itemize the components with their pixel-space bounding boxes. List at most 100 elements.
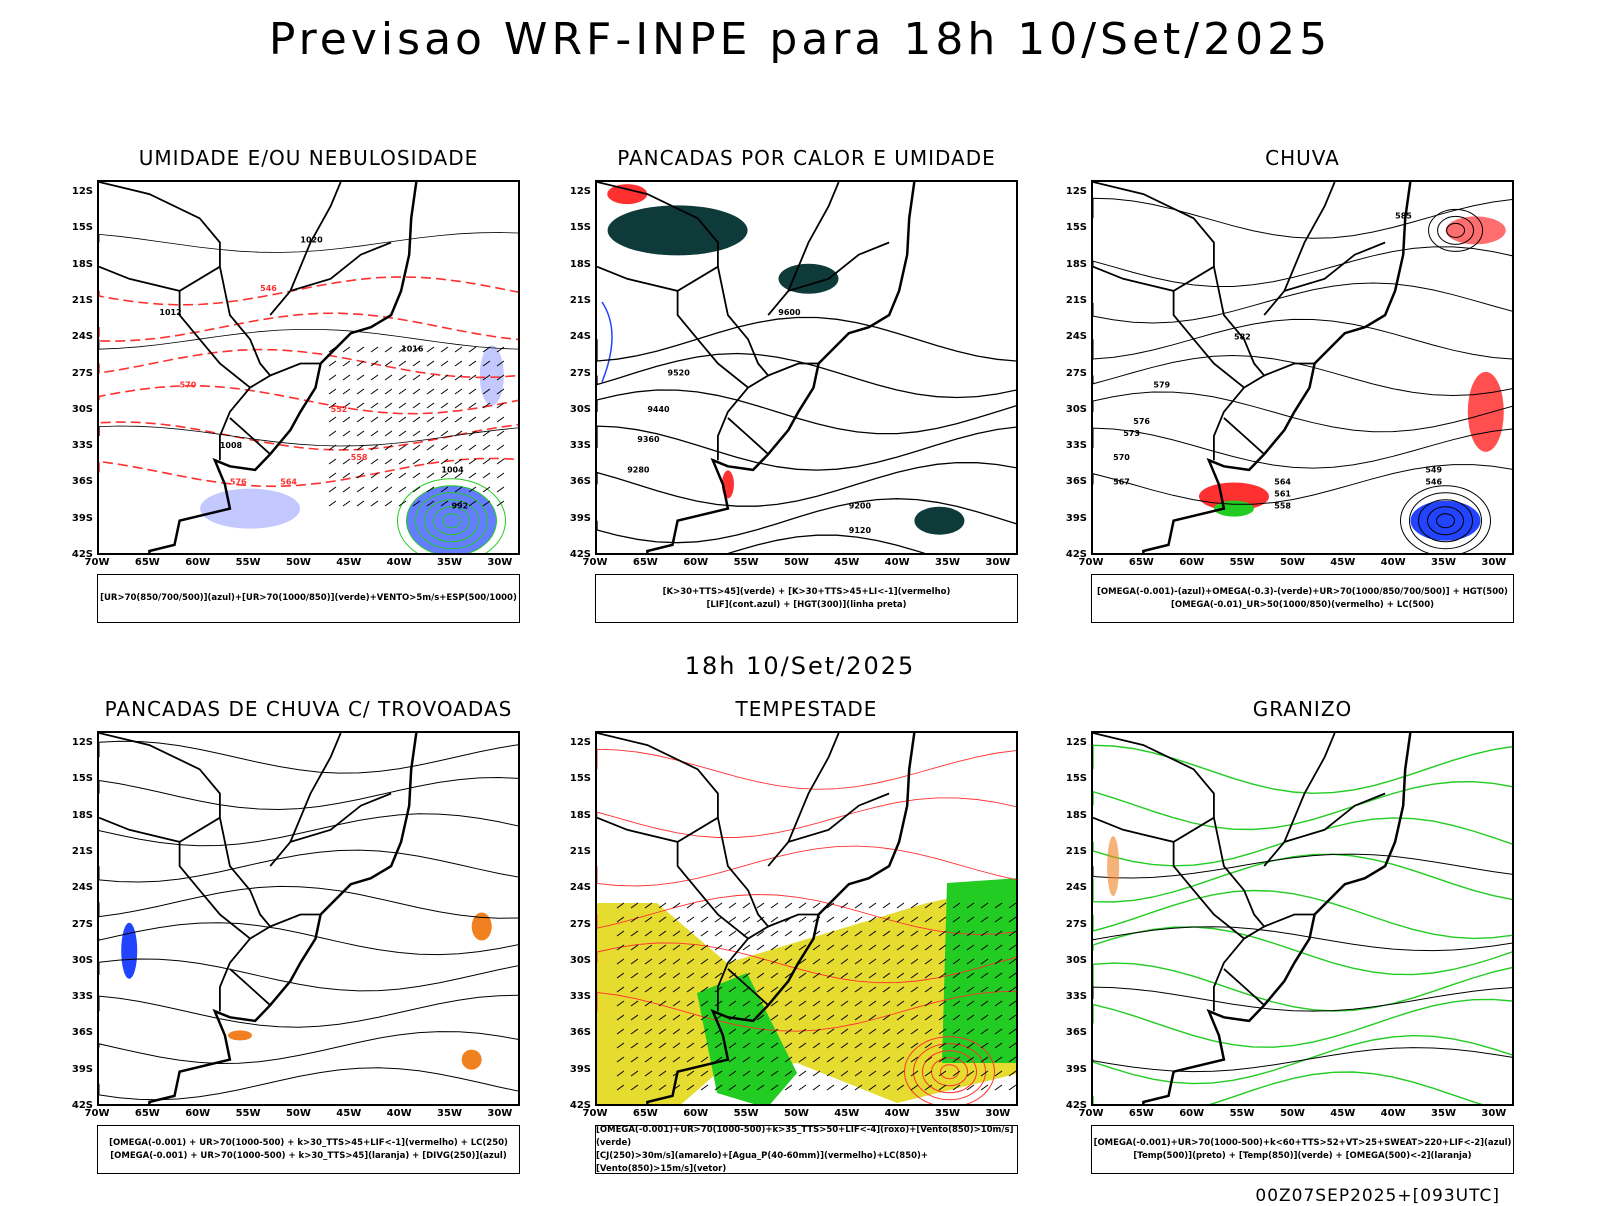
wind-vector (966, 1014, 975, 1021)
wind-vector (370, 444, 379, 451)
wind-vector (868, 944, 877, 951)
omega-area-orange (1107, 836, 1120, 897)
lon-tick-label: 35W (437, 557, 462, 568)
wind-vector (644, 1028, 653, 1035)
wind-vector (658, 902, 667, 909)
wind-vector (840, 1014, 849, 1021)
wind-vector (938, 1070, 947, 1077)
wind-vector (672, 1028, 681, 1035)
wind-vector (882, 902, 891, 909)
temp500-contour (1093, 986, 1512, 1012)
wind-vector (700, 930, 709, 937)
thickness-contour (99, 276, 518, 306)
wind-vector (924, 1028, 933, 1035)
wind-vector (370, 402, 379, 409)
wind-vector (812, 1028, 821, 1035)
lon-tick-label: 70W (582, 557, 608, 568)
wind-vector (952, 1042, 961, 1049)
wind-vector (770, 1028, 779, 1035)
wind-vector (384, 472, 393, 479)
wind-vector (980, 1000, 989, 1007)
wind-vector (468, 402, 477, 409)
contour-label: 1012 (159, 308, 181, 317)
main-title: Previsao WRF-INPE para 18h 10/Set/2025 (268, 14, 1332, 65)
wind-vector (630, 944, 639, 951)
wind-vector (840, 1070, 849, 1077)
wind-vector (868, 1084, 877, 1091)
temp500-contour (1093, 853, 1512, 879)
wind-vector (496, 374, 505, 381)
rain-area-red (1199, 482, 1269, 511)
wind-vector (686, 986, 695, 993)
wind-vector (440, 416, 449, 423)
wind-vector (356, 374, 365, 381)
wind-vector (910, 1056, 919, 1063)
wind-vector (910, 902, 919, 909)
thickness-contour (99, 348, 518, 379)
pressure-contour (99, 232, 518, 253)
wind-vector (854, 986, 863, 993)
wind-vector (496, 360, 505, 367)
wind-vector (482, 360, 491, 367)
wind-vector (756, 1084, 765, 1091)
contour-label: 558 (1274, 502, 1291, 511)
wind-vector (952, 930, 961, 937)
wind-vector (784, 930, 793, 937)
contour-label: 564 (280, 477, 297, 486)
wind-vector (938, 972, 947, 979)
wind-vector (854, 1042, 863, 1049)
lon-tick-label: 40W (1380, 1108, 1406, 1119)
wind-vector (630, 1000, 639, 1007)
wind-vector (630, 958, 639, 965)
country-border (99, 182, 221, 292)
streamline (1093, 197, 1512, 239)
lat-tick-label: 27S (1065, 918, 1087, 930)
contour-label: 585 (1395, 211, 1412, 220)
wind-vector (412, 500, 421, 507)
lat-tick-label: 27S (71, 367, 93, 379)
wind-vector (686, 1070, 695, 1077)
wind-vector (1008, 972, 1016, 979)
geopotential-contour (597, 425, 1016, 471)
wind-vector (672, 958, 681, 965)
wind-vector (370, 360, 379, 367)
wind-vector (384, 402, 393, 409)
wind-vector (454, 458, 463, 465)
divergence-area-blue (121, 922, 138, 979)
legend-line: [OMEGA(-0.001)+UR>70(1000-500)+k>35_TTS>… (596, 1124, 1014, 1148)
thickness-contour (99, 457, 518, 488)
country-border (1223, 417, 1265, 455)
wind-vector (342, 458, 351, 465)
lon-tick-label: 55W (733, 1108, 759, 1119)
wind-vector (356, 416, 365, 423)
wind-vector (840, 902, 849, 909)
country-border (597, 182, 719, 292)
wind-vector (644, 1056, 653, 1063)
wind-vector (440, 388, 449, 395)
wind-vector (482, 500, 491, 507)
country-border (289, 182, 342, 292)
lat-tick-label: 12S (1065, 737, 1087, 749)
wind-vector (426, 360, 435, 367)
wind-vector (398, 486, 407, 493)
lat-tick-label: 24S (569, 331, 591, 343)
wind-vector (370, 458, 379, 465)
streamline (1093, 246, 1512, 287)
lat-tick-label: 12S (1065, 186, 1087, 198)
wind-vector (658, 1070, 667, 1077)
wind-vector (496, 346, 505, 353)
wind-vector (924, 958, 933, 965)
wind-vector (672, 1014, 681, 1021)
wind-vector (412, 360, 421, 367)
wind-vector (328, 430, 337, 437)
contour-label: 992 (452, 502, 469, 511)
wind-vector (994, 986, 1003, 993)
wind-vector (616, 972, 625, 979)
contour-label: 570 (180, 381, 197, 390)
wind-vector (728, 944, 737, 951)
lat-tick-label: 27S (1065, 367, 1087, 379)
lat-tick-label: 39S (569, 1063, 591, 1075)
wind-vector (342, 402, 351, 409)
humidity-contour-green (424, 499, 479, 543)
contour-label: 561 (1274, 490, 1291, 499)
